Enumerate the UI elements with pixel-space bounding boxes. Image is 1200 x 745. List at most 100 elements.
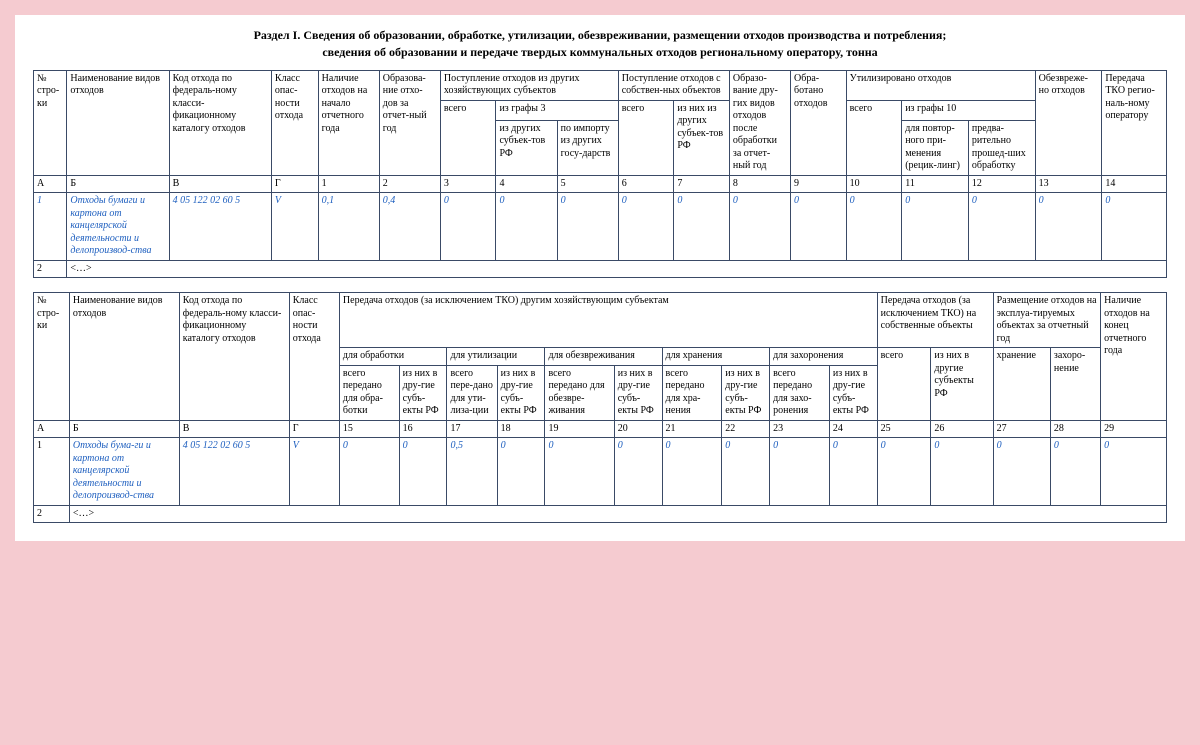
table-row: 1 Отходы бума-ги и картона от канцелярск… [34, 438, 1167, 506]
col-bury-rf: из них в дру-гие субъ-екты РФ [829, 365, 877, 420]
col-num: 3 [440, 175, 496, 193]
cell-value: 0 [791, 193, 847, 261]
col-burial: захоро-нение [1050, 348, 1100, 421]
col-from-import: по импорту из других госу-дарств [557, 120, 618, 175]
col-tko-transfer: Передача ТКО регио-наль-ному оператору [1102, 70, 1167, 175]
cell-hazard: V [271, 193, 318, 261]
cell-value: 0 [545, 438, 614, 506]
col-num: 15 [339, 420, 399, 438]
col-util-rf: из них в дру-гие субъ-екты РФ [497, 365, 545, 420]
cell-row-no: 2 [34, 260, 67, 278]
col-stor-total: всего передано для хра-нения [662, 365, 722, 420]
cell-value: 0 [968, 193, 1035, 261]
cell-value: 0 [1050, 438, 1100, 506]
col-num: 26 [931, 420, 993, 438]
col-num: 12 [968, 175, 1035, 193]
cell-value: 0 [877, 438, 931, 506]
col-letter: Г [289, 420, 339, 438]
col-num: 22 [722, 420, 770, 438]
cell-value: 0 [993, 438, 1050, 506]
col-formed: Образова-ние отхо-дов за отчет-ный год [379, 70, 440, 175]
col-letter: Г [271, 175, 318, 193]
col-own-total: всего [877, 348, 931, 421]
cell-hazard: V [289, 438, 339, 506]
cell-value: 0,1 [318, 193, 379, 261]
column-letter-row: А Б В Г 15 16 17 18 19 20 21 22 23 24 25… [34, 420, 1167, 438]
section-title: Раздел I. Сведения об образовании, обраб… [33, 27, 1167, 62]
table-row: 2 <…> [34, 505, 1167, 523]
cell-code: 4 05 122 02 60 5 [169, 193, 271, 261]
cell-value: 0 [662, 438, 722, 506]
cell-value: 0 [1035, 193, 1102, 261]
col-num: 24 [829, 420, 877, 438]
col-num: 11 [902, 175, 969, 193]
col-num: 19 [545, 420, 614, 438]
col-stor-rf: из них в дру-гие субъ-екты РФ [722, 365, 770, 420]
col-from-col10: из графы 10 [902, 100, 1035, 120]
col-formed-after: Образо-вание дру-гих видов отходов после… [729, 70, 790, 175]
col-letter: В [169, 175, 271, 193]
header-row: № стро-ки Наименование видов отходов Код… [34, 293, 1167, 348]
table-row: 1 Отходы бумаги и картона от канцелярско… [34, 193, 1167, 261]
cell-value: 0 [440, 193, 496, 261]
col-from-rf: из других субъек-тов РФ [496, 120, 557, 175]
col-util-total: всего пере-дано для ути-лиза-ции [447, 365, 497, 420]
col-pre-processed: предва-рительно прошед-ших обработку [968, 120, 1035, 175]
col-bury-total: всего передано для захо-ронения [770, 365, 830, 420]
col-row-no: № стро-ки [34, 293, 70, 421]
cell-value: 0 [496, 193, 557, 261]
col-waste-name: Наименование видов отходов [67, 70, 169, 175]
col-placement: Размещение отходов на эксплуа-тируемых о… [993, 293, 1101, 348]
col-own-total: всего [618, 100, 674, 175]
col-num: 7 [674, 175, 730, 193]
col-letter: Б [69, 420, 179, 438]
col-hazard-class: Класс опас-ности отхода [289, 293, 339, 421]
header-row: № стро-ки Наименование видов отходов Код… [34, 70, 1167, 100]
col-own-rf: из них из других субъек-тов РФ [674, 100, 730, 175]
document-sheet: Раздел I. Сведения об образовании, обраб… [15, 15, 1185, 541]
cell-value: 0 [829, 438, 877, 506]
col-num: 8 [729, 175, 790, 193]
cell-value: 0 [846, 193, 902, 261]
waste-table-part2: № стро-ки Наименование видов отходов Код… [33, 292, 1167, 523]
cell-value: 0 [902, 193, 969, 261]
cell-value: 0 [497, 438, 545, 506]
col-hazard-class: Класс опас-ности отхода [271, 70, 318, 175]
col-num: 13 [1035, 175, 1102, 193]
col-received-other: Поступление отходов из других хозяйствую… [440, 70, 618, 100]
col-processed: Обра-ботано отходов [791, 70, 847, 175]
col-num: 10 [846, 175, 902, 193]
title-line-1: Раздел I. Сведения об образовании, обраб… [254, 28, 947, 42]
cell-code: 4 05 122 02 60 5 [179, 438, 289, 506]
col-num: 2 [379, 175, 440, 193]
cell-value: 0 [729, 193, 790, 261]
col-num: 23 [770, 420, 830, 438]
cell-ellipsis: <…> [67, 260, 1167, 278]
col-neutralized: Обезвреже-но отходов [1035, 70, 1102, 175]
column-letter-row: А Б В Г 1 2 3 4 5 6 7 8 9 10 11 12 13 14 [34, 175, 1167, 193]
col-received-own: Поступление отходов с собствен-ных объек… [618, 70, 729, 100]
cell-value: 0,5 [447, 438, 497, 506]
col-letter: А [34, 175, 67, 193]
col-row-no: № стро-ки [34, 70, 67, 175]
col-num: 6 [618, 175, 674, 193]
cell-waste-name: Отходы бума-ги и картона от канцелярской… [69, 438, 179, 506]
col-neut-total: всего передано для обезвре-живания [545, 365, 614, 420]
cell-value: 0 [399, 438, 447, 506]
cell-value: 0 [770, 438, 830, 506]
col-letter: Б [67, 175, 169, 193]
col-num: 4 [496, 175, 557, 193]
col-num: 17 [447, 420, 497, 438]
col-waste-code: Код отхода по федераль-ному класси-фикац… [169, 70, 271, 175]
col-from-col3: из графы 3 [496, 100, 618, 120]
title-line-2: сведения об образовании и передаче тверд… [322, 45, 877, 59]
col-num: 20 [614, 420, 662, 438]
cell-value: 0 [339, 438, 399, 506]
col-proc-total: всего передано для обра-ботки [339, 365, 399, 420]
waste-table-part1: № стро-ки Наименование видов отходов Код… [33, 70, 1167, 279]
col-waste-name: Наименование видов отходов [69, 293, 179, 421]
cell-value: 0 [614, 438, 662, 506]
cell-value: 0,4 [379, 193, 440, 261]
col-num: 25 [877, 420, 931, 438]
cell-row-no: 1 [34, 438, 70, 506]
